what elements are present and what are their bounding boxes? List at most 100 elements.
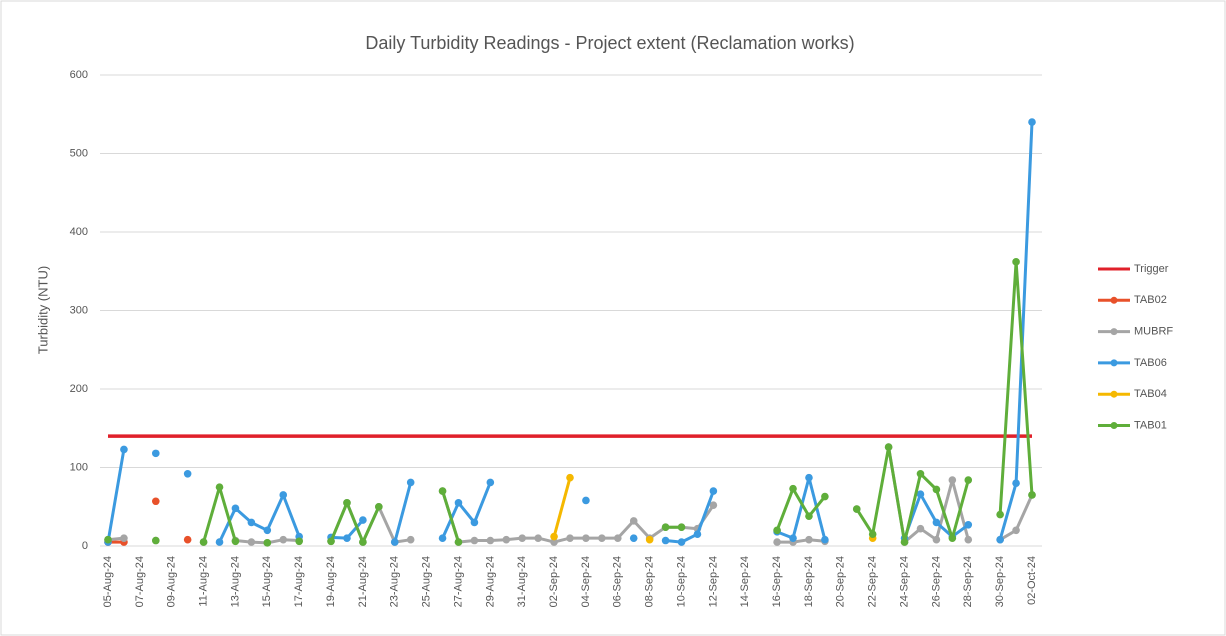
y-tick-label: 200 — [70, 383, 88, 395]
x-tick-label: 19-Aug-24 — [325, 556, 337, 607]
data-point — [964, 535, 973, 544]
x-tick-label: 24-Sep-24 — [898, 556, 910, 607]
x-tick-label: 29-Aug-24 — [484, 556, 496, 607]
data-point — [215, 538, 224, 546]
legend-marker — [1110, 390, 1118, 398]
data-point — [598, 534, 606, 542]
data-point — [295, 537, 303, 546]
data-point — [1028, 491, 1036, 499]
legend-label: TAB06 — [1134, 357, 1167, 369]
x-tick-label: 02-Sep-24 — [548, 556, 560, 607]
data-point — [916, 524, 925, 533]
data-point — [502, 535, 511, 544]
x-tick-label: 31-Aug-24 — [516, 556, 528, 607]
x-tick-label: 14-Sep-24 — [739, 556, 751, 607]
data-point — [375, 502, 383, 511]
x-tick-label: 28-Sep-24 — [962, 556, 974, 607]
x-tick-label: 23-Aug-24 — [389, 556, 401, 607]
legend-label: TAB01 — [1134, 419, 1167, 431]
x-tick-label: 16-Sep-24 — [771, 556, 783, 607]
data-point — [327, 537, 335, 546]
data-point — [199, 538, 208, 546]
legend-label: TAB02 — [1134, 294, 1167, 306]
data-point — [645, 535, 654, 544]
data-point — [534, 534, 542, 542]
data-point — [550, 532, 558, 541]
data-point — [821, 492, 829, 501]
data-point — [104, 535, 112, 544]
x-tick-label: 18-Sep-24 — [803, 556, 815, 607]
y-tick-label: 0 — [82, 540, 88, 552]
x-tick-label: 21-Aug-24 — [357, 556, 369, 607]
data-point — [996, 510, 1004, 519]
data-point — [438, 534, 447, 542]
data-point — [390, 538, 399, 546]
data-point — [231, 537, 240, 546]
x-tick-label: 30-Sep-24 — [994, 556, 1006, 607]
data-point — [263, 526, 272, 535]
data-point — [359, 516, 367, 524]
data-point — [1012, 526, 1020, 535]
data-point — [566, 534, 574, 542]
legend-marker — [1110, 296, 1118, 304]
legend-label: TAB04 — [1134, 388, 1167, 400]
data-point — [231, 504, 240, 513]
legend-label: MUBRF — [1134, 326, 1173, 338]
data-point — [120, 534, 128, 542]
data-point — [486, 478, 495, 487]
data-point — [773, 526, 781, 535]
data-point — [948, 534, 957, 542]
y-axis-label: Turbidity (NTU) — [35, 266, 50, 354]
x-tick-label: 25-Aug-24 — [421, 556, 433, 607]
x-tick-label: 22-Sep-24 — [867, 556, 879, 607]
chart-title: Daily Turbidity Readings - Project exten… — [365, 33, 854, 53]
data-point — [566, 473, 574, 482]
data-point — [406, 478, 415, 487]
data-point — [789, 484, 797, 493]
data-point — [486, 536, 495, 545]
data-point — [359, 538, 367, 546]
x-tick-label: 27-Aug-24 — [452, 556, 464, 607]
x-tick-label: 20-Sep-24 — [835, 556, 847, 607]
x-tick-label: 11-Aug-24 — [197, 556, 209, 607]
data-point — [964, 476, 973, 484]
data-point — [932, 518, 941, 527]
y-tick-label: 300 — [70, 304, 88, 316]
x-tick-label: 08-Sep-24 — [644, 556, 656, 607]
x-tick-label: 12-Sep-24 — [707, 556, 719, 607]
data-point — [151, 449, 160, 458]
legend-marker — [1110, 422, 1118, 429]
data-point — [916, 490, 925, 498]
data-point — [821, 535, 829, 544]
data-point — [868, 530, 877, 539]
legend-marker — [1110, 359, 1118, 367]
data-point — [613, 534, 622, 542]
y-tick-label: 500 — [70, 147, 88, 159]
data-point — [932, 485, 941, 494]
data-point — [183, 469, 192, 478]
data-point — [247, 518, 256, 527]
data-point — [470, 536, 479, 545]
data-point — [518, 534, 527, 542]
data-point — [661, 523, 670, 531]
data-point — [582, 534, 590, 542]
data-point — [693, 530, 702, 539]
data-point — [279, 535, 288, 544]
y-tick-label: 100 — [70, 461, 88, 473]
x-tick-label: 13-Aug-24 — [229, 556, 241, 607]
data-point — [183, 535, 192, 544]
data-point — [789, 534, 797, 542]
data-point — [900, 538, 909, 546]
data-point — [1028, 118, 1036, 126]
x-tick-label: 05-Aug-24 — [102, 556, 114, 607]
data-point — [805, 512, 813, 520]
data-point — [677, 538, 686, 546]
data-point — [151, 536, 160, 545]
x-tick-label: 02-Oct-24 — [1026, 556, 1038, 605]
data-point — [996, 535, 1004, 544]
data-point — [279, 491, 288, 499]
data-point — [709, 487, 718, 495]
data-point — [343, 534, 351, 542]
x-tick-label: 04-Sep-24 — [580, 556, 592, 607]
